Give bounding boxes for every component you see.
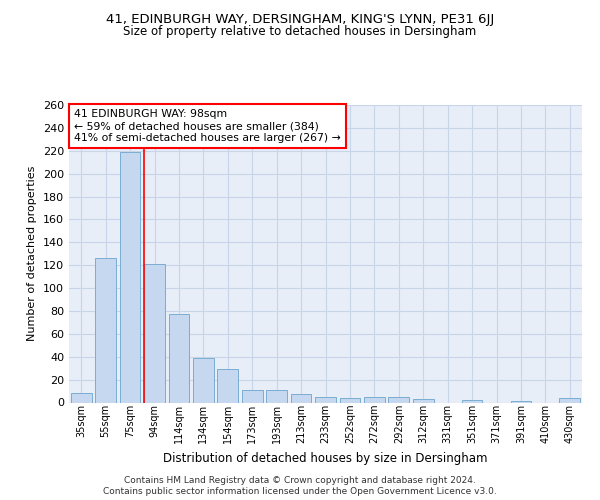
Bar bbox=[559, 398, 580, 402]
Bar bbox=[266, 390, 287, 402]
Text: Size of property relative to detached houses in Dersingham: Size of property relative to detached ho… bbox=[124, 25, 476, 38]
Bar bbox=[388, 397, 409, 402]
Text: Contains public sector information licensed under the Open Government Licence v3: Contains public sector information licen… bbox=[103, 488, 497, 496]
Bar bbox=[119, 152, 140, 403]
Bar bbox=[461, 400, 482, 402]
X-axis label: Distribution of detached houses by size in Dersingham: Distribution of detached houses by size … bbox=[163, 452, 488, 464]
Bar bbox=[71, 394, 92, 402]
Bar bbox=[413, 399, 434, 402]
Bar bbox=[364, 397, 385, 402]
Y-axis label: Number of detached properties: Number of detached properties bbox=[28, 166, 37, 342]
Bar bbox=[242, 390, 263, 402]
Text: Contains HM Land Registry data © Crown copyright and database right 2024.: Contains HM Land Registry data © Crown c… bbox=[124, 476, 476, 485]
Bar bbox=[193, 358, 214, 403]
Bar bbox=[290, 394, 311, 402]
Text: 41 EDINBURGH WAY: 98sqm
← 59% of detached houses are smaller (384)
41% of semi-d: 41 EDINBURGH WAY: 98sqm ← 59% of detache… bbox=[74, 110, 341, 142]
Bar bbox=[340, 398, 361, 402]
Bar bbox=[315, 397, 336, 402]
Bar bbox=[144, 264, 165, 402]
Bar bbox=[95, 258, 116, 402]
Bar bbox=[169, 314, 190, 402]
Bar bbox=[217, 370, 238, 402]
Text: 41, EDINBURGH WAY, DERSINGHAM, KING'S LYNN, PE31 6JJ: 41, EDINBURGH WAY, DERSINGHAM, KING'S LY… bbox=[106, 12, 494, 26]
